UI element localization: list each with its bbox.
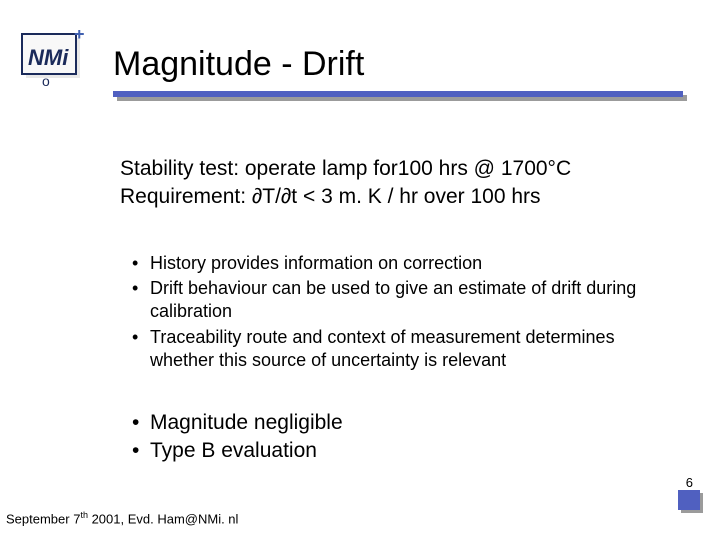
bullets-small: History provides information on correcti…: [128, 252, 680, 373]
stability-line-1: Stability test: operate lamp for100 hrs …: [120, 155, 680, 183]
footer-suffix: 2001, Evd. Ham@NMi. nl: [88, 511, 238, 526]
bullet-small-item: Traceability route and context of measur…: [128, 326, 680, 373]
svg-text:NMi: NMi: [28, 45, 69, 70]
svg-text:o: o: [42, 73, 50, 89]
stability-line-2: Requirement: ∂T/∂t < 3 m. K / hr over 10…: [120, 183, 680, 211]
bullet-large-item: Type B evaluation: [128, 437, 680, 465]
bullets-large: Magnitude negligible Type B evaluation: [128, 409, 680, 466]
bullet-large-item: Magnitude negligible: [128, 409, 680, 437]
title-underline: [113, 91, 683, 97]
slide-number-box: [678, 490, 700, 510]
slide-content: Stability test: operate lamp for100 hrs …: [120, 155, 680, 465]
svg-text:−: −: [28, 30, 37, 36]
slide-title: Magnitude - Drift: [113, 45, 364, 84]
nmi-logo: − + NMi o: [18, 30, 96, 90]
slide-number: 6: [686, 475, 693, 490]
svg-text:+: +: [74, 30, 85, 44]
footer-text: September 7th 2001, Evd. Ham@NMi. nl: [6, 510, 238, 526]
bullet-small-item: Drift behaviour can be used to give an e…: [128, 277, 680, 324]
footer-prefix: September 7: [6, 511, 80, 526]
bullet-small-item: History provides information on correcti…: [128, 252, 680, 275]
footer-ordinal: th: [80, 510, 88, 520]
